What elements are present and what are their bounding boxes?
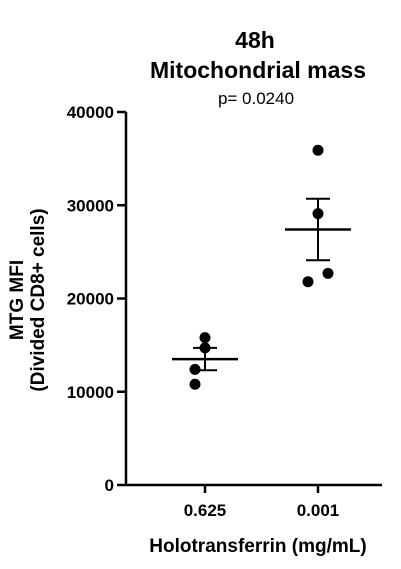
- data-point: [312, 208, 324, 220]
- y-axis-label: MTG MFI (Divided CD8+ cells): [7, 208, 49, 391]
- y-axis-label-line2: (Divided CD8+ cells): [28, 208, 49, 391]
- data-point: [189, 363, 201, 375]
- data-point: [312, 144, 324, 156]
- x-ticks: 0.625 0.001: [184, 485, 340, 520]
- data-point: [189, 378, 201, 390]
- chart-subtitle: Mitochondrial mass: [150, 57, 366, 83]
- y-axis-label-line1: MTG MFI: [7, 260, 28, 340]
- data-point: [199, 342, 211, 354]
- chart-title: 48h: [235, 27, 275, 53]
- y-tick-label: 10000: [67, 383, 114, 402]
- y-tick-label: 0: [105, 476, 114, 495]
- data-point: [322, 267, 334, 279]
- y-tick-label: 40000: [67, 103, 114, 122]
- x-tick-label: 0.625: [184, 501, 227, 520]
- y-ticks: 0 10000 20000 30000 40000: [67, 103, 126, 495]
- y-tick-label: 30000: [67, 196, 114, 215]
- data-marks: [172, 144, 351, 390]
- data-point: [199, 332, 211, 344]
- p-value-annotation: p= 0.0240: [218, 89, 294, 108]
- y-tick-label: 20000: [67, 290, 114, 309]
- x-axis-label: Holotransferrin (mg/mL): [149, 536, 366, 557]
- data-point: [302, 276, 314, 288]
- x-tick-label: 0.001: [297, 501, 340, 520]
